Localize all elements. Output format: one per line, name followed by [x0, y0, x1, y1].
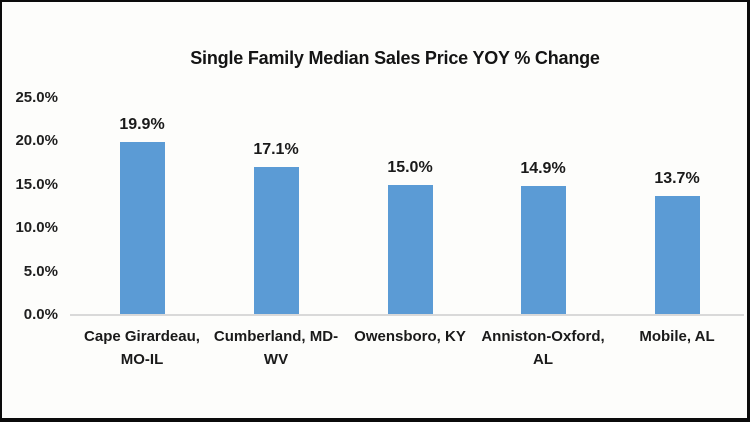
- bar-value-label: 13.7%: [654, 170, 700, 188]
- y-tick-label: 15.0%: [15, 175, 58, 193]
- bar-3: [520, 185, 566, 315]
- x-axis-line: [70, 314, 744, 316]
- y-tick-label: 25.0%: [15, 89, 58, 106]
- bar-0: [119, 142, 165, 315]
- y-tick-label: 10.0%: [15, 219, 58, 237]
- bar-1: [253, 166, 299, 315]
- y-tick-label: 0.0%: [23, 306, 58, 323]
- x-category-label: Cape Girardeau, MO-IL: [84, 328, 200, 368]
- bar-value-label: 19.9%: [119, 116, 165, 134]
- y-tick-label: 5.0%: [23, 262, 58, 280]
- bar-value-label: 17.1%: [253, 140, 299, 158]
- y-tick-label: 20.0%: [15, 132, 58, 150]
- bar-4: [654, 196, 700, 315]
- x-category-label: Cumberland, MD- WV: [213, 328, 339, 368]
- x-category-label: Owensboro, KY: [354, 328, 466, 345]
- bar-value-label: 14.9%: [520, 159, 566, 177]
- x-category-label: Mobile, AL: [639, 328, 715, 345]
- bar-value-label: 15.0%: [387, 158, 433, 176]
- bar-2: [387, 184, 433, 315]
- x-category-label: Anniston-Oxford, AL: [481, 328, 605, 368]
- chart-title: Single Family Median Sales Price YOY % C…: [190, 48, 600, 68]
